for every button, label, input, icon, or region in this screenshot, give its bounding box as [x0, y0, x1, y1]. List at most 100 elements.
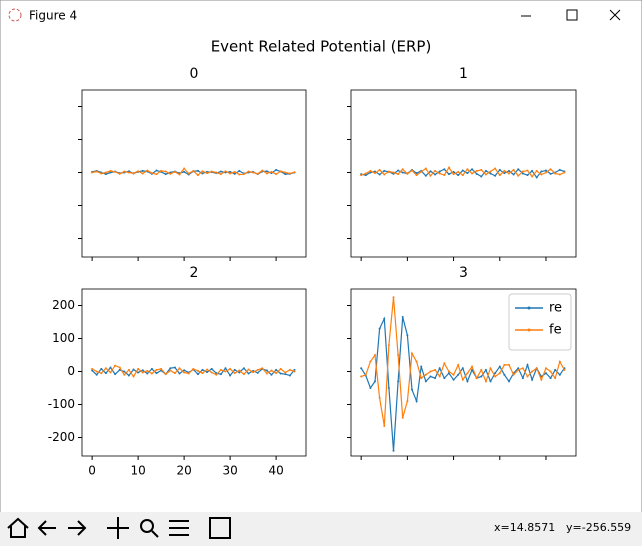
series-point: [387, 344, 390, 347]
series-point: [397, 354, 400, 357]
series-point: [397, 380, 400, 383]
series-point: [247, 368, 250, 371]
series-point: [229, 367, 232, 370]
series-point: [512, 173, 515, 176]
series-point: [392, 296, 395, 299]
back-button[interactable]: [37, 520, 56, 536]
series-point: [471, 365, 474, 368]
series-point: [494, 167, 497, 170]
configure-button[interactable]: [169, 520, 189, 536]
series-point: [434, 169, 437, 172]
series-point: [219, 173, 222, 176]
x-tick-label: 20: [176, 464, 191, 478]
zoom-button[interactable]: [140, 519, 154, 533]
series-point: [531, 370, 534, 373]
series-point: [219, 368, 222, 371]
series-point: [247, 170, 250, 173]
series-point: [434, 368, 437, 371]
series-point: [475, 172, 478, 175]
series-point: [383, 424, 386, 427]
series-point: [410, 169, 413, 172]
series-point: [265, 170, 268, 173]
series-point: [484, 380, 487, 383]
series-point: [420, 170, 423, 173]
series-point: [549, 370, 552, 373]
series-point: [484, 173, 487, 176]
series-point: [242, 373, 245, 376]
series-point: [187, 172, 190, 175]
series-point: [558, 168, 561, 171]
series-point: [466, 172, 469, 175]
series-point: [229, 374, 232, 377]
series-point: [164, 173, 167, 176]
series-point: [160, 367, 163, 370]
series-point: [114, 170, 117, 173]
y-tick-label: 200: [52, 298, 75, 312]
series-point: [392, 449, 395, 452]
series-point: [535, 176, 538, 179]
series-point: [471, 172, 474, 175]
series-point: [265, 369, 268, 372]
series-point: [196, 169, 199, 172]
save-button[interactable]: [209, 517, 231, 539]
series-point: [233, 368, 236, 371]
series-point: [288, 374, 291, 377]
series-point: [109, 171, 112, 174]
series-point: [242, 173, 245, 176]
series-point: [141, 371, 144, 374]
forward-button[interactable]: [68, 520, 87, 536]
series-point: [461, 378, 464, 381]
series-point: [503, 373, 506, 376]
series-point: [429, 174, 432, 177]
series-point: [378, 173, 381, 176]
series-point: [137, 367, 140, 370]
maximize-button[interactable]: [566, 9, 578, 21]
series-point: [544, 367, 547, 370]
series-point: [233, 172, 236, 175]
series-point: [475, 377, 478, 380]
series-point: [531, 175, 534, 178]
series-point: [406, 400, 409, 403]
y-tick-label: -100: [48, 397, 75, 411]
series-point: [508, 172, 511, 175]
series-point: [489, 172, 492, 175]
y-tick-label: 100: [52, 331, 75, 345]
series-point: [247, 372, 250, 375]
y-tick-label: -200: [48, 430, 75, 444]
series-point: [238, 169, 241, 172]
series-point: [364, 174, 367, 177]
series-point: [284, 171, 287, 174]
series-point: [137, 371, 140, 374]
series-point: [288, 368, 291, 371]
series-point: [137, 170, 140, 173]
series-point: [279, 170, 282, 173]
series-point: [466, 380, 469, 383]
series-point: [461, 174, 464, 177]
close-button[interactable]: [609, 9, 621, 21]
subplot-title: 1: [459, 66, 468, 82]
series-point: [461, 169, 464, 172]
series-point: [265, 372, 268, 375]
home-button[interactable]: [7, 517, 29, 538]
pan-button[interactable]: [107, 517, 129, 539]
series-point: [434, 377, 437, 380]
coords-x: x=14.8571: [494, 521, 555, 534]
series-point: [443, 377, 446, 380]
series-point: [132, 172, 135, 175]
series-point: [275, 173, 278, 176]
figure-title: Event Related Potential (ERP): [211, 38, 432, 56]
series-point: [461, 367, 464, 370]
series-point: [229, 170, 232, 173]
series-point: [452, 373, 455, 376]
series-point: [415, 400, 418, 403]
series-point: [383, 169, 386, 172]
series-point: [288, 172, 291, 175]
series-point: [132, 368, 135, 371]
series-point: [238, 371, 241, 374]
series-point: [494, 372, 497, 375]
series-point: [410, 352, 413, 355]
series-point: [544, 169, 547, 172]
series-point: [521, 377, 524, 380]
